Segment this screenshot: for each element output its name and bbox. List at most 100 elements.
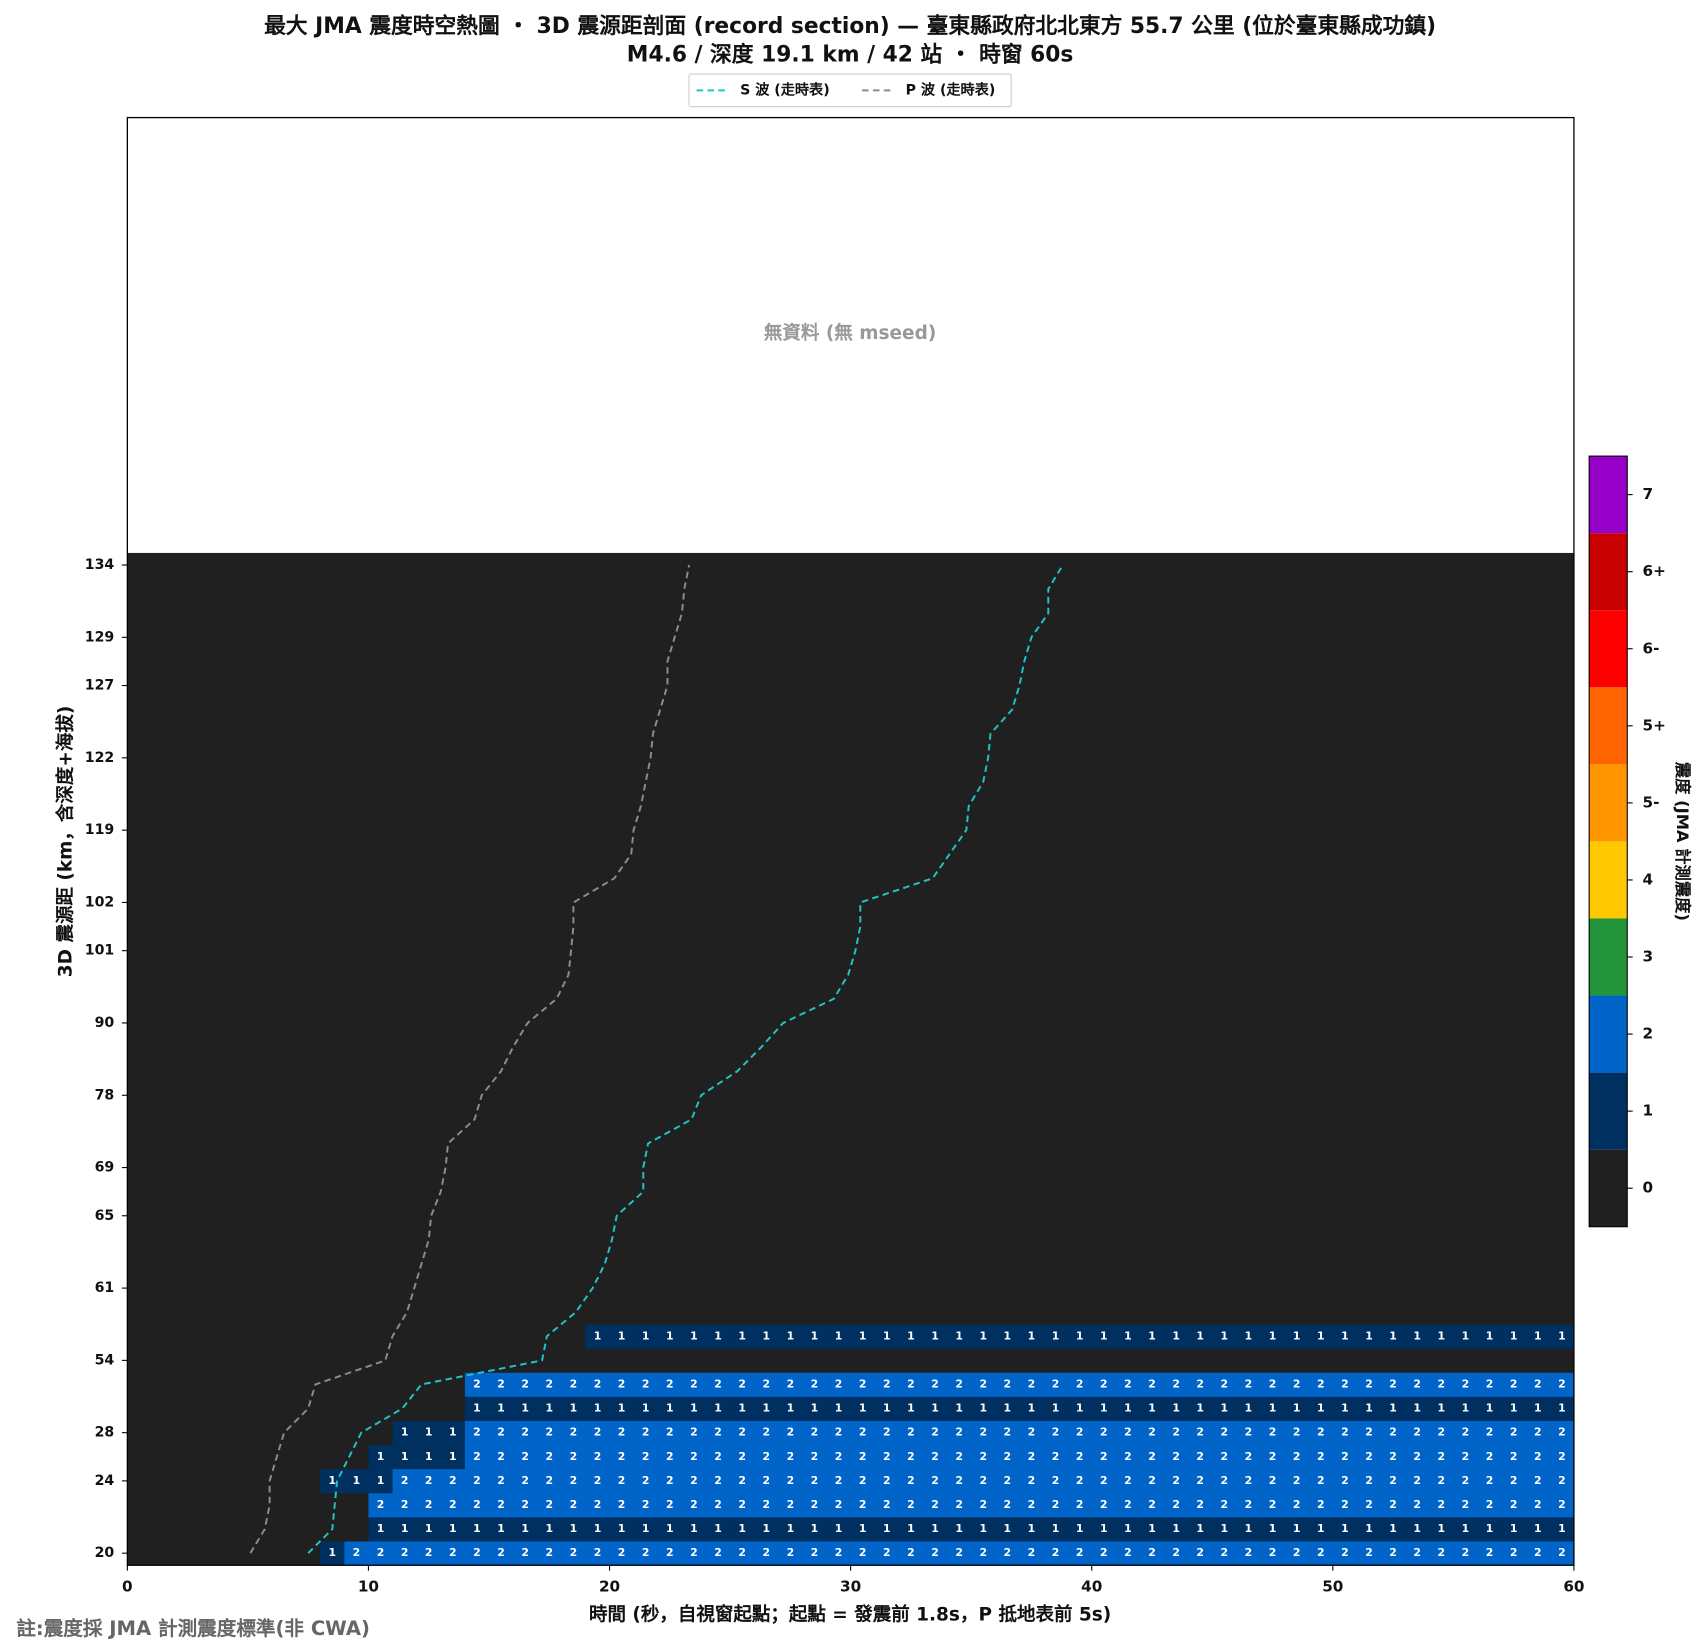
heatmap-cell — [175, 1492, 201, 1518]
heatmap-cell — [802, 938, 827, 964]
heatmap-cell — [416, 697, 442, 723]
heatmap-cell — [922, 1107, 948, 1132]
heatmap-cell — [1501, 1059, 1527, 1084]
heatmap-cell — [1429, 938, 1454, 964]
cell-label: 2 — [835, 1474, 843, 1487]
heatmap-cell — [1139, 1276, 1165, 1301]
heatmap-cell — [1212, 673, 1237, 698]
heatmap-cell — [754, 1203, 779, 1229]
heatmap-cell — [1139, 1107, 1165, 1132]
heatmap-cell — [898, 890, 924, 915]
heatmap-cell — [1139, 890, 1165, 915]
heatmap-cell — [1501, 1468, 1527, 1494]
heatmap-cell — [995, 673, 1020, 698]
heatmap-cell — [247, 1300, 273, 1325]
heatmap-cell — [1115, 1155, 1141, 1180]
heatmap-cell — [488, 721, 514, 747]
heatmap-cell — [1381, 1396, 1406, 1421]
heatmap-cell — [1188, 552, 1213, 578]
heatmap-cell — [1453, 1517, 1478, 1542]
heatmap-cell — [995, 745, 1020, 771]
heatmap-cell — [513, 1372, 538, 1397]
heatmap-cell — [922, 793, 948, 819]
heatmap-cell — [488, 866, 514, 891]
cell-label: 2 — [545, 1377, 553, 1390]
heatmap-cell — [1260, 552, 1285, 578]
heatmap-cell — [1332, 866, 1358, 891]
heatmap-cell — [320, 1203, 345, 1229]
heatmap-cell — [609, 1348, 634, 1373]
heatmap-cell — [1236, 1396, 1261, 1421]
heatmap-cell — [247, 1541, 273, 1566]
heatmap-cell — [1429, 1492, 1454, 1518]
heatmap-cell — [754, 1155, 779, 1180]
heatmap-cell — [633, 962, 659, 988]
heatmap-cell — [151, 1155, 176, 1180]
heatmap-cell — [609, 1492, 634, 1518]
heatmap-cell — [151, 1276, 176, 1301]
heatmap-cell — [1115, 552, 1141, 578]
heatmap-cell — [537, 625, 562, 650]
heatmap-cell — [826, 1107, 851, 1132]
heatmap-cell — [1067, 1059, 1093, 1084]
heatmap-cell — [1067, 1492, 1093, 1518]
heatmap-cell — [1477, 986, 1502, 1012]
heatmap-cell — [127, 793, 152, 819]
cell-label: 2 — [1028, 1474, 1036, 1487]
heatmap-cell — [440, 962, 466, 988]
heatmap-cell — [585, 601, 610, 626]
heatmap-cell — [1405, 1251, 1430, 1277]
cell-label: 1 — [1028, 1329, 1036, 1342]
heatmap-cell — [922, 625, 948, 650]
heatmap-cell — [537, 914, 562, 939]
heatmap-cell — [416, 1372, 442, 1397]
heatmap-cell — [730, 577, 755, 602]
heatmap-cell — [1453, 938, 1478, 964]
cell-label: 2 — [353, 1546, 361, 1559]
heatmap-cell — [1019, 552, 1044, 578]
cell-label: 2 — [859, 1450, 867, 1463]
colorbar-bin — [1589, 1149, 1628, 1227]
heatmap-cell — [1284, 890, 1310, 915]
heatmap-cell — [1525, 1300, 1551, 1325]
heatmap-cell — [488, 1035, 514, 1060]
heatmap-cell — [1453, 1251, 1478, 1277]
heatmap-cell — [971, 601, 996, 626]
colorbar-tick-label: 2 — [1642, 1025, 1653, 1043]
heatmap-cell — [1332, 745, 1358, 771]
heatmap-cell — [1308, 1107, 1334, 1132]
heatmap-cell — [657, 745, 683, 771]
heatmap-cell — [537, 842, 562, 867]
heatmap-cell — [513, 697, 538, 723]
heatmap-cell — [874, 1420, 900, 1446]
heatmap-cell — [1139, 1396, 1165, 1421]
heatmap-cell — [1284, 962, 1310, 988]
heatmap-cell — [922, 697, 948, 723]
cell-label: 1 — [328, 1474, 336, 1487]
heatmap-cell — [1549, 1251, 1575, 1277]
heatmap-cell — [971, 1492, 996, 1518]
heatmap-cell — [730, 649, 755, 674]
heatmap-cell — [1067, 1468, 1093, 1494]
heatmap-cell — [657, 914, 683, 939]
heatmap-cell — [705, 1203, 731, 1229]
heatmap-cell — [971, 1468, 996, 1494]
heatmap-cell — [850, 1348, 876, 1373]
heatmap-cell — [368, 1324, 393, 1349]
heatmap-cell — [272, 818, 297, 843]
heatmap-cell — [657, 1227, 683, 1253]
heatmap-cell — [922, 1300, 948, 1325]
heatmap-cell — [730, 769, 755, 795]
heatmap-cell — [1260, 1276, 1285, 1301]
heatmap-cell — [223, 601, 249, 626]
heatmap-cell — [537, 1227, 562, 1253]
heatmap-cell — [151, 842, 176, 867]
heatmap-cell — [971, 1324, 996, 1349]
heatmap-cell — [585, 1131, 610, 1156]
heatmap-cell — [971, 818, 996, 843]
heatmap-cell — [320, 962, 345, 988]
heatmap-cell — [1308, 1131, 1334, 1156]
heatmap-cell — [1236, 1468, 1261, 1494]
heatmap-cell — [1188, 625, 1213, 650]
heatmap-cell — [657, 986, 683, 1012]
